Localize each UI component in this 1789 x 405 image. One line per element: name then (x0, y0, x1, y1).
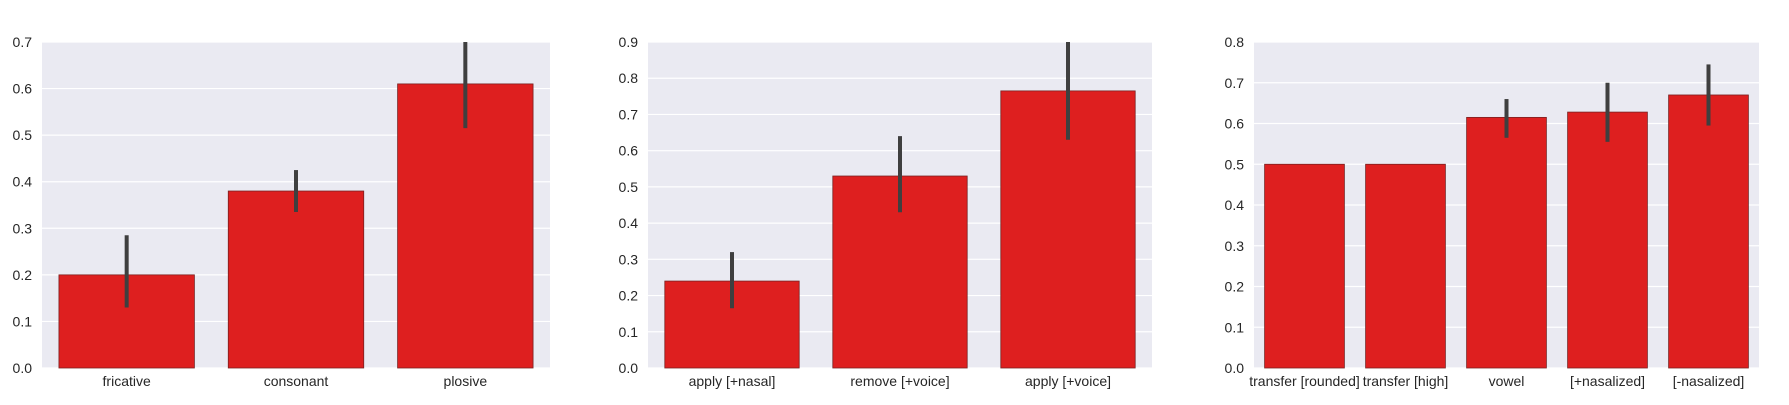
x-tick-label: apply [+voice] (1025, 373, 1111, 389)
x-tick-label: apply [+nasal] (689, 373, 776, 389)
y-tick-label: 0.0 (619, 360, 639, 376)
y-tick-label: 0.2 (1225, 279, 1245, 295)
y-tick-label: 0.3 (1225, 238, 1245, 254)
y-tick-label: 0.4 (619, 215, 639, 231)
bar (1567, 111, 1648, 369)
x-tick-label: plosive (444, 373, 488, 389)
subplot-1: 0.0 0.1 0.2 0.3 0.4 0.5 0.6 0.7 fricative consona… (13, 34, 550, 389)
y-tick-label: 0.0 (1225, 360, 1245, 376)
x-tick-label: transfer [high] (1363, 373, 1449, 389)
x-tick-label: remove [+voice] (850, 373, 949, 389)
y-tick-label: 0.1 (619, 324, 639, 340)
bar (1668, 94, 1749, 369)
bar (1365, 163, 1446, 369)
y-tick-label: 0.5 (1225, 156, 1245, 172)
bar (227, 190, 365, 369)
y-tick-label: 0.9 (619, 34, 639, 50)
y-tick-label: 0.8 (619, 70, 639, 86)
y-tick-label: 0.3 (13, 220, 33, 236)
y-tick-label: 0.2 (13, 267, 33, 283)
x-tick-label: vowel (1489, 373, 1525, 389)
y-tick-label: 0.1 (1225, 319, 1245, 335)
x-tick-label: consonant (264, 373, 329, 389)
y-tick-label: 0.2 (619, 288, 639, 304)
y-tick-label: 0.5 (13, 127, 33, 143)
x-tick-label: fricative (103, 373, 151, 389)
x-tick-label: [+nasalized] (1570, 373, 1645, 389)
y-tick-label: 0.0 (13, 360, 33, 376)
bar (397, 83, 534, 369)
subplot-2: 0.0 0.1 0.2 0.3 0.4 0.5 0.6 0.7 0.8 0.9 apply [+na… (619, 34, 1152, 389)
y-tick-label: 0.8 (1225, 34, 1245, 50)
y-tick-label: 0.4 (1225, 197, 1245, 213)
y-tick-label: 0.4 (13, 174, 33, 190)
y-tick-label: 0.7 (1225, 75, 1245, 91)
y-tick-label: 0.7 (619, 106, 639, 122)
y-tick-label: 0.1 (13, 313, 33, 329)
y-tick-label: 0.3 (619, 251, 639, 267)
bar (1264, 163, 1345, 369)
subplot-3: 0.0 0.1 0.2 0.3 0.4 0.5 0.6 0.7 0.8 transfer [rou… (1225, 34, 1759, 389)
y-tick-label: 0.6 (1225, 116, 1245, 132)
y-tick-label: 0.5 (619, 179, 639, 195)
x-tick-label: transfer [rounded] (1249, 373, 1360, 389)
bar (1466, 116, 1547, 369)
x-tick-label: [-nasalized] (1673, 373, 1745, 389)
y-tick-label: 0.6 (619, 143, 639, 159)
y-tick-label: 0.7 (13, 34, 33, 50)
y-tick-label: 0.6 (13, 81, 33, 97)
